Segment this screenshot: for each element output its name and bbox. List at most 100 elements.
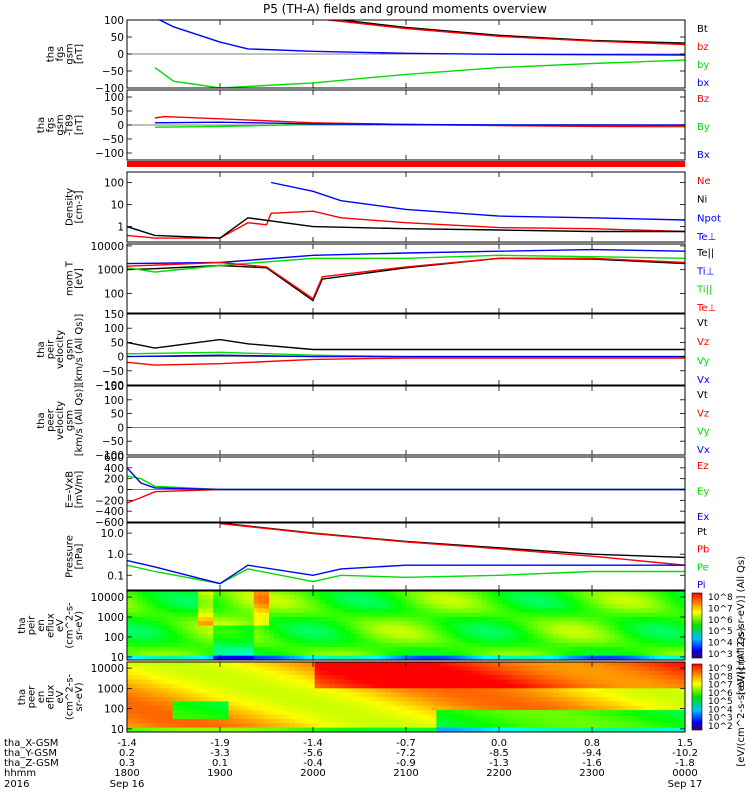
- series-line-by: [154, 59, 685, 88]
- heatmap-cell: [137, 697, 143, 702]
- x-row-value: 1.5: [677, 738, 693, 749]
- heatmap-cell: [588, 710, 595, 716]
- heatmap-cell: [213, 634, 219, 639]
- heatmap-cell: [487, 688, 493, 694]
- heatmap-cell: [664, 612, 671, 618]
- y-axis-label: Density: [65, 188, 76, 226]
- heatmap-cell: [137, 621, 143, 627]
- series-line-Vt: [127, 338, 685, 351]
- heatmap-cell: [487, 655, 493, 660]
- heatmap-cell: [548, 701, 554, 707]
- heatmap-cell: [233, 675, 240, 681]
- heatmap-cell: [639, 603, 645, 609]
- heatmap-cell: [213, 701, 219, 707]
- heatmap-cell: [644, 710, 651, 716]
- heatmap-cell: [674, 718, 681, 724]
- heatmap-cell: [162, 642, 169, 648]
- heatmap-cell: [390, 692, 397, 698]
- heatmap-cell: [436, 603, 443, 609]
- heatmap-cell: [512, 683, 519, 689]
- heatmap-cell: [385, 710, 392, 716]
- heatmap-cell: [679, 655, 685, 660]
- heatmap-cell: [659, 616, 666, 622]
- heatmap-cell: [578, 683, 585, 689]
- heatmap-cell: [243, 612, 250, 618]
- heatmap-cell: [177, 662, 184, 667]
- heatmap-cell: [375, 642, 382, 648]
- heatmap-cell: [345, 621, 351, 627]
- heatmap-cell: [543, 625, 549, 631]
- heatmap-cell: [289, 595, 295, 601]
- heatmap-cell: [147, 701, 153, 707]
- heatmap-cell: [573, 638, 580, 644]
- heatmap-cell: [385, 692, 392, 698]
- heatmap-cell: [406, 718, 412, 724]
- heatmap-cell: [390, 705, 397, 711]
- heatmap-cell: [507, 697, 514, 702]
- heatmap-cell: [659, 603, 666, 609]
- heatmap-cell: [355, 697, 361, 702]
- heatmap-cell: [406, 692, 412, 698]
- heatmap-cell: [679, 621, 685, 627]
- heatmap-cell: [192, 701, 199, 707]
- heatmap-cell: [593, 670, 600, 676]
- heatmap-cell: [558, 683, 564, 689]
- heatmap-cell: [674, 705, 681, 711]
- heatmap-cell: [674, 679, 681, 685]
- heatmap-cell: [294, 670, 301, 676]
- heatmap-cell: [614, 692, 620, 698]
- heatmap-cell: [335, 629, 341, 635]
- heatmap-cell: [324, 616, 331, 622]
- heatmap-cell: [482, 718, 488, 724]
- heatmap-cell: [649, 670, 656, 676]
- heatmap-cell: [624, 679, 630, 685]
- heatmap-cell: [477, 629, 483, 635]
- heatmap-cell: [441, 638, 448, 644]
- heatmap-cell: [548, 616, 554, 622]
- heatmap-cell: [583, 642, 590, 648]
- y-tick-label: 100: [104, 323, 124, 335]
- heatmap-cell: [289, 625, 295, 631]
- heatmap-cell: [192, 718, 199, 724]
- heatmap-cell: [172, 612, 179, 618]
- heatmap-cell: [132, 662, 138, 667]
- heatmap-cell: [299, 727, 306, 732]
- heatmap-cell: [380, 608, 387, 614]
- heatmap-cell: [167, 655, 174, 660]
- heatmap-cell: [497, 692, 503, 698]
- heatmap-cell: [568, 638, 574, 644]
- heatmap-cell: [517, 714, 524, 720]
- heatmap-cell: [477, 647, 483, 652]
- heatmap-cell: [436, 612, 443, 618]
- heatmap-cell: [659, 629, 666, 635]
- heatmap-cell: [482, 599, 488, 605]
- heatmap-cell: [446, 679, 453, 685]
- heatmap-cell: [238, 723, 245, 729]
- heatmap-cell: [522, 599, 529, 605]
- heatmap-cell: [177, 616, 184, 622]
- heatmap-cell: [644, 634, 651, 639]
- heatmap-cell: [649, 608, 656, 614]
- heatmap-cell: [345, 595, 351, 601]
- heatmap-cell: [172, 616, 179, 622]
- heatmap-cell: [248, 655, 255, 660]
- heatmap-cell: [527, 612, 534, 618]
- heatmap-cell: [679, 629, 685, 635]
- heatmap-cell: [385, 683, 392, 689]
- heatmap-cell: [299, 647, 306, 652]
- heatmap-cell: [568, 705, 574, 711]
- heatmap-cell: [400, 705, 407, 711]
- heatmap-cell: [269, 608, 275, 614]
- heatmap-cell: [223, 723, 230, 729]
- heatmap-cell: [132, 642, 138, 648]
- heatmap-cell: [390, 710, 397, 716]
- heatmap-cell: [304, 642, 311, 648]
- heatmap-cell: [416, 710, 422, 716]
- heatmap-cell: [167, 621, 174, 627]
- heatmap-cell: [441, 727, 448, 732]
- heatmap-cell: [223, 718, 230, 724]
- heatmap-cell: [248, 612, 255, 618]
- heatmap-cell: [608, 705, 615, 711]
- heatmap-cell: [477, 621, 483, 627]
